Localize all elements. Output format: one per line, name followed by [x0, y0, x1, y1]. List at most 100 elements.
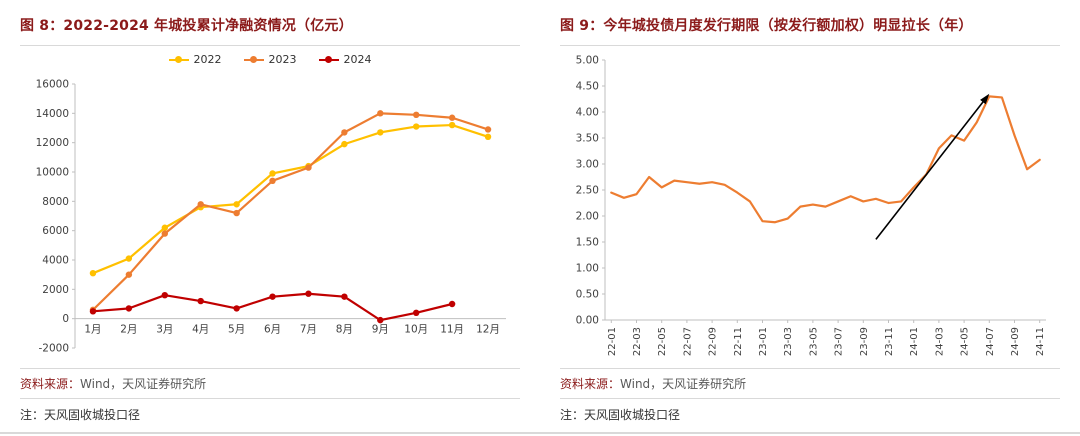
x-axis-label: 23-09 — [859, 327, 870, 356]
x-axis-label: 8月 — [336, 324, 353, 336]
x-axis-label: 22-07 — [682, 327, 693, 356]
y-axis-label: 14000 — [36, 108, 69, 120]
series-2023-point — [341, 129, 348, 136]
legend-item-2022: 2022 — [168, 53, 222, 66]
series-2022-point — [448, 121, 456, 129]
y-axis-label: 1.00 — [576, 263, 599, 275]
x-axis-label: 1月 — [84, 324, 101, 336]
legend-label: 2023 — [268, 53, 297, 66]
x-axis-label: 22-05 — [657, 327, 668, 356]
series-2024-point — [305, 290, 312, 297]
series-2023-point — [305, 164, 312, 171]
y-axis-label: 1.50 — [576, 237, 599, 249]
legend-label: 2022 — [193, 53, 222, 66]
y-axis-label: 4.00 — [576, 107, 599, 119]
series-2024-point — [161, 292, 168, 299]
x-axis-label: 24-01 — [909, 327, 920, 356]
x-axis-label: 22-09 — [708, 327, 719, 356]
legend-item-2023: 2023 — [243, 53, 297, 66]
x-axis-label: 24-05 — [960, 327, 971, 356]
x-axis-label: 6月 — [264, 324, 281, 336]
y-axis-label: 6000 — [42, 225, 69, 237]
x-axis-label: 2月 — [120, 324, 137, 336]
series-2024-point — [233, 305, 240, 312]
figure-8-source: 资料来源：Wind，天风证券研究所 — [20, 368, 520, 398]
y-axis-label: 12000 — [36, 137, 69, 149]
x-axis-label: 24-03 — [934, 327, 945, 356]
net-financing-chart: -2000 0 2000 4000 6000 8000 10000 12000 14000 160… — [20, 46, 520, 368]
x-axis-label: 4月 — [192, 324, 209, 336]
y-axis-label: 0.00 — [576, 315, 599, 327]
y-axis-label: 2.50 — [576, 185, 599, 197]
y-axis-label: 16000 — [36, 79, 69, 91]
series-2024-point — [448, 300, 456, 308]
y-axis-label: 3.00 — [576, 159, 599, 171]
chart-legend: 2022 2023 2024 — [20, 53, 520, 66]
x-axis-label: 23-03 — [783, 327, 794, 356]
x-axis-label: 24-07 — [985, 327, 996, 356]
source-label: 资料来源： — [20, 377, 81, 391]
y-axis-label: 0 — [62, 313, 69, 325]
y-axis-label: 5.00 — [576, 55, 599, 67]
x-axis-label: 24-09 — [1010, 327, 1021, 356]
y-axis-label: 10000 — [36, 167, 69, 179]
figure-9-note: 注：天风固收城投口径 — [560, 398, 1060, 430]
series-2022-point — [89, 270, 97, 277]
series-2023-point — [377, 110, 384, 117]
series-2023-point — [484, 126, 492, 133]
series-2023-point — [233, 209, 240, 217]
figure-9-panel: 图 9：今年城投债月度发行期限（按发行额加权）明显拉长（年） 0.00 0.50 1… — [540, 0, 1080, 432]
x-axis-label: 22-11 — [733, 327, 744, 356]
series-2023-line — [91, 112, 490, 311]
legend-item-2024: 2024 — [318, 53, 372, 66]
y-axis-label: 3.50 — [576, 133, 599, 145]
line-chart-svg: 0.00 0.50 1.00 1.50 2.00 2.50 3.00 3.50 4.00 4.50… — [576, 55, 1047, 357]
series-2022-point — [413, 123, 420, 130]
series-2024-point — [413, 309, 420, 316]
figure-9-title: 图 9：今年城投债月度发行期限（按发行额加权）明显拉长（年） — [560, 0, 1060, 46]
x-axis-label: 23-01 — [758, 327, 769, 356]
series-2023-point — [269, 177, 276, 184]
source-text: Wind，天风证券研究所 — [620, 377, 747, 391]
series-2022-point — [233, 201, 240, 208]
series-2022-point — [269, 170, 276, 177]
legend-label: 2024 — [343, 53, 372, 66]
y-axis-label: 4000 — [42, 255, 69, 267]
x-axis-label: 23-11 — [884, 327, 895, 356]
x-axis-label: 22-03 — [632, 327, 643, 356]
x-axis-label: 23-05 — [808, 327, 819, 356]
source-label: 资料来源： — [560, 377, 621, 391]
series-2022-point — [484, 133, 492, 140]
x-axis-label: 11月 — [440, 324, 464, 336]
series-2024-point — [341, 293, 348, 300]
series-2024-point — [197, 297, 204, 305]
series-2023-point — [197, 201, 204, 208]
x-axis-label: 5月 — [228, 324, 245, 336]
series-2024-point — [377, 316, 384, 324]
y-axis-label: 0.50 — [576, 289, 599, 301]
figure-8-panel: 图 8：2022-2024 年城投累计净融资情况（亿元） -2000 0 2000 4… — [0, 0, 540, 432]
line-chart-svg: -2000 0 2000 4000 6000 8000 10000 12000 14000 160… — [36, 79, 506, 355]
series-2024-point — [89, 308, 97, 315]
series-2024-point — [125, 305, 133, 312]
series-2023-point — [413, 111, 420, 119]
series-2022-line — [91, 123, 490, 275]
trend-arrow-head — [980, 93, 990, 105]
series-2023-point — [125, 271, 133, 278]
series-2022-point — [161, 224, 168, 231]
series-2023-point — [448, 114, 456, 121]
source-text: Wind，天风证券研究所 — [80, 377, 207, 391]
x-axis-label: 3月 — [156, 324, 173, 336]
issuance-term-chart: 0.00 0.50 1.00 1.50 2.00 2.50 3.00 3.50 4.00 4.50… — [560, 46, 1060, 368]
figure-9-source: 资料来源：Wind，天风证券研究所 — [560, 368, 1060, 398]
y-axis-label: 2000 — [42, 284, 69, 296]
series-2024-point — [269, 293, 276, 300]
series-2023-point — [161, 230, 168, 237]
x-axis-label: 9月 — [372, 324, 389, 336]
x-axis-label: 24-11 — [1035, 327, 1046, 356]
x-axis-label: 12月 — [476, 324, 500, 336]
series-2022-point — [341, 140, 348, 148]
figure-8-title: 图 8：2022-2024 年城投累计净融资情况（亿元） — [20, 0, 520, 46]
y-axis-label: -2000 — [38, 343, 69, 355]
series-2022-point — [125, 255, 133, 262]
